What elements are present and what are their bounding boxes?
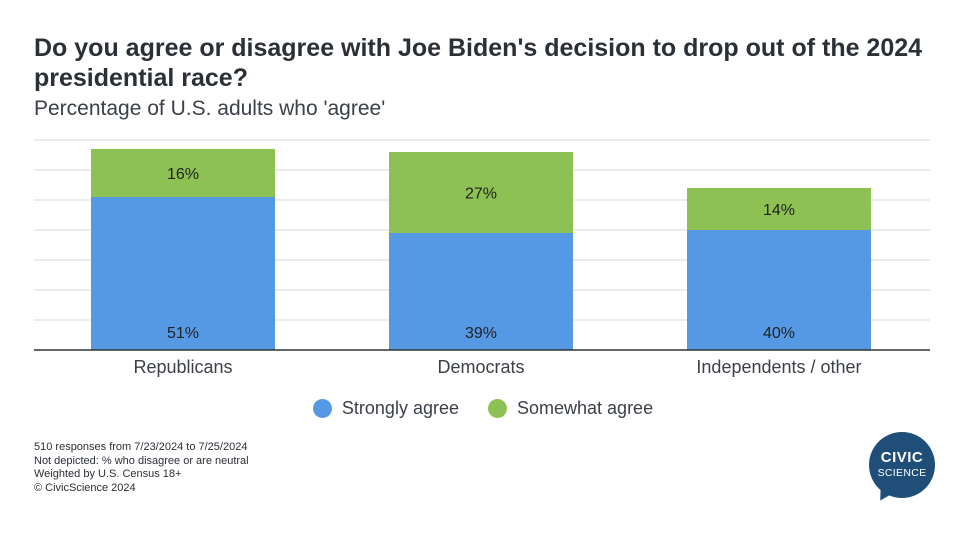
category-label-3: Independents / other	[696, 357, 861, 377]
bar-strongly-agree-1	[91, 197, 275, 350]
legend-label-somewhat-agree: Somewhat agree	[517, 398, 654, 418]
chart-legend: Strongly agree Somewhat agree	[0, 398, 966, 423]
data-label-strongly-agree-2: 39%	[465, 325, 497, 342]
data-label-strongly-agree-3: 40%	[763, 325, 795, 342]
data-label-somewhat-agree-3: 14%	[763, 202, 795, 219]
bar-somewhat-agree-1	[91, 149, 275, 197]
bar-strongly-agree-2	[389, 233, 573, 350]
legend-item-strongly-agree: Strongly agree	[312, 398, 459, 419]
bar-strongly-agree-3	[687, 230, 871, 350]
legend-swatch-somewhat-agree	[488, 399, 507, 418]
chart-title: Do you agree or disagree with Joe Biden'…	[34, 34, 923, 92]
civicscience-logo: CIVIC SCIENCE	[869, 432, 935, 498]
data-label-strongly-agree-1: 51%	[167, 325, 199, 342]
logo-line-2: SCIENCE	[877, 467, 927, 479]
bar-somewhat-agree-2	[389, 152, 573, 233]
chart-subtitle: Percentage of U.S. adults who 'agree'	[34, 97, 386, 120]
category-label-1: Republicans	[133, 357, 232, 377]
footnotes: 510 responses from 7/23/2024 to 7/25/202…	[34, 441, 249, 495]
legend-item-somewhat-agree: Somewhat agree	[488, 398, 653, 419]
data-label-somewhat-agree-1: 16%	[167, 166, 199, 183]
footnote-copyright: © CivicScience 2024	[34, 481, 136, 494]
legend-label-strongly-agree: Strongly agree	[341, 398, 459, 418]
footnote-weighting: Weighted by U.S. Census 18+	[34, 468, 182, 480]
data-label-somewhat-agree-2: 27%	[465, 186, 497, 203]
bar-somewhat-agree-3	[687, 188, 871, 230]
legend-swatch-strongly-agree	[312, 399, 332, 418]
category-label-2: Democrats	[437, 357, 524, 377]
footnote-responses: 510 responses from 7/23/2024 to 7/25/202…	[34, 441, 248, 453]
footnote-not-depicted: Not depicted: % who disagree or are neut…	[34, 454, 249, 467]
logo-line-1: CIVIC	[880, 449, 924, 466]
